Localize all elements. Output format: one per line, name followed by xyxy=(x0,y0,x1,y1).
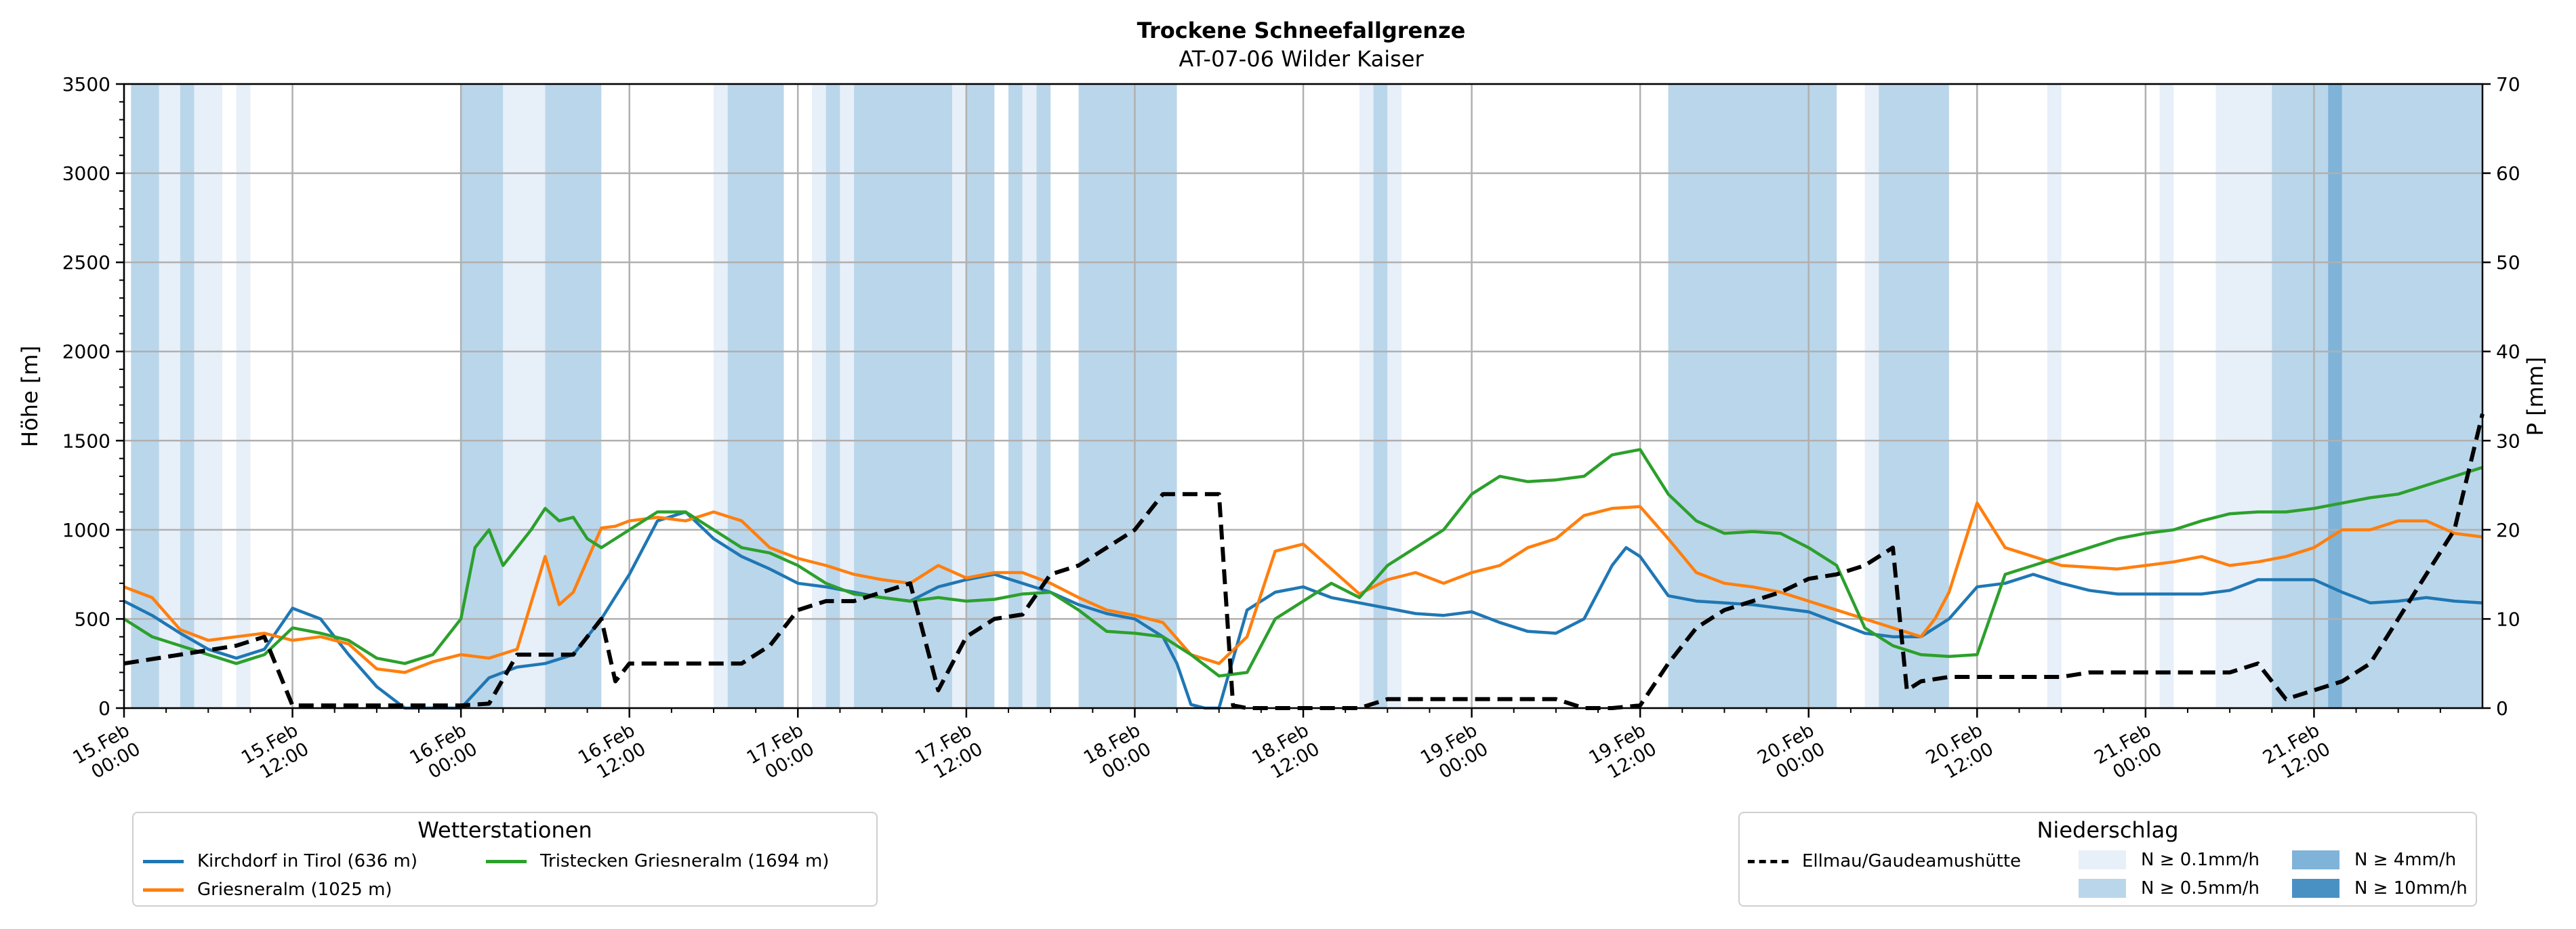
legend-swatch-level-3 xyxy=(2292,879,2339,898)
y-tick-label-right: 40 xyxy=(2496,341,2520,363)
precip-band xyxy=(2342,84,2482,708)
legend-swatch-level-1 xyxy=(2079,879,2126,898)
x-tick-label: 16.Feb12:00 xyxy=(575,720,649,787)
x-tick-label: 18.Feb12:00 xyxy=(1248,720,1323,787)
legend-entry-level-0: N ≥ 0.1mm/h xyxy=(2079,850,2260,870)
x-tick-label: 19.Feb00:00 xyxy=(1417,720,1492,787)
legend-entry-level-1: N ≥ 0.5mm/h xyxy=(2079,878,2260,899)
legend-label-kirchdorf: Kirchdorf in Tirol (636 m) xyxy=(197,851,417,871)
x-tick-label: 20.Feb12:00 xyxy=(1923,720,1997,787)
legend-label-tristecken: Tristecken Griesneralm (1694 m) xyxy=(540,851,830,871)
precip-band xyxy=(180,84,195,708)
stations-legend-title: Wetterstationen xyxy=(417,817,592,843)
precip-band xyxy=(1022,84,1037,708)
precip-band xyxy=(2328,84,2342,708)
legend-entry-level-3: N ≥ 10mm/h xyxy=(2292,878,2468,899)
legend-line-blue xyxy=(143,859,184,863)
y-tick-label-left: 1000 xyxy=(62,519,110,541)
precip-band xyxy=(854,84,953,708)
y-tick-label-right: 50 xyxy=(2496,251,2520,274)
precip-band xyxy=(1879,84,1949,708)
y-tick-label-right: 70 xyxy=(2496,73,2520,96)
precip-band xyxy=(1864,84,1879,708)
precip-band xyxy=(952,84,966,708)
legend-line-black-dashed xyxy=(1748,859,1788,863)
x-tick-label: 17.Feb00:00 xyxy=(743,720,818,787)
axis-ticks: 0 500 1000 1500 2000 2500 3000 3500 0 10 20 30 40 50 6… xyxy=(62,73,2520,787)
x-tick-label: 15.Feb12:00 xyxy=(238,720,312,787)
y-tick-label-left: 0 xyxy=(98,697,110,720)
precip-band xyxy=(131,84,159,708)
precip-band xyxy=(714,84,728,708)
y-tick-label-right: 0 xyxy=(2496,697,2508,720)
legend-entry-level-2: N ≥ 4mm/h xyxy=(2292,850,2456,870)
legend-label-level-1: N ≥ 0.5mm/h xyxy=(2141,878,2260,899)
y-tick-label-right: 60 xyxy=(2496,163,2520,185)
precip-band xyxy=(966,84,995,708)
precip-bands xyxy=(131,84,2482,708)
y-tick-label-left: 2500 xyxy=(62,251,110,274)
precip-band xyxy=(1008,84,1023,708)
precip-band xyxy=(503,84,546,708)
series-lines xyxy=(123,413,2485,710)
legend-label-level-3: N ≥ 10mm/h xyxy=(2354,878,2468,899)
x-tick-label: 17.Feb12:00 xyxy=(912,720,986,787)
legend-label-griesneralm: Griesneralm (1025 m) xyxy=(197,880,392,900)
series-line-1 xyxy=(123,501,2483,674)
legend-swatch-level-2 xyxy=(2292,850,2339,869)
chart-subtitle: AT-07-06 Wilder Kaiser xyxy=(1179,46,1424,72)
x-tick-label: 16.Feb00:00 xyxy=(407,720,481,787)
precip-band xyxy=(840,84,855,708)
legend-entry-kirchdorf: Kirchdorf in Tirol (636 m) xyxy=(143,851,417,871)
legend-entry-griesneralm: Griesneralm (1025 m) xyxy=(143,880,392,900)
precip-band xyxy=(159,84,180,708)
y-tick-label-right: 10 xyxy=(2496,608,2520,630)
precip-band xyxy=(1373,84,1388,708)
precip-band xyxy=(812,84,826,708)
y-tick-label-left: 3500 xyxy=(62,73,110,96)
y-axis-label-left: Höhe [m] xyxy=(17,346,43,447)
legend-line-orange xyxy=(143,888,184,892)
precip-band xyxy=(825,84,840,708)
y-tick-label-left: 1500 xyxy=(62,430,110,452)
legend-label-level-0: N ≥ 0.1mm/h xyxy=(2141,850,2260,870)
precip-band xyxy=(2159,84,2174,708)
stations-legend: Wetterstationen Kirchdorf in Tirol (636 … xyxy=(132,812,878,907)
precip-legend-title: Niederschlag xyxy=(2037,817,2179,843)
y-tick-label-right: 20 xyxy=(2496,519,2520,541)
precip-legend: Niederschlag Ellmau/Gaudeamushütte N ≥ 0… xyxy=(1738,812,2477,907)
precip-band xyxy=(461,84,504,708)
y-tick-label-left: 500 xyxy=(75,608,110,630)
legend-entry-tristecken: Tristecken Griesneralm (1694 m) xyxy=(486,851,829,871)
precip-band xyxy=(2272,84,2329,708)
y-axis-label-right: P [mm] xyxy=(2522,357,2548,436)
y-tick-label-left: 3000 xyxy=(62,163,110,185)
precip-band xyxy=(1036,84,1051,708)
chart-title: Trockene Schneefallgrenze xyxy=(1137,18,1466,43)
series-line-2 xyxy=(123,448,2483,678)
y-tick-label-right: 30 xyxy=(2496,430,2520,452)
x-tick-label: 21.Feb12:00 xyxy=(2260,720,2334,787)
legend-swatch-level-0 xyxy=(2079,850,2126,869)
precip-band xyxy=(1387,84,1402,708)
y-tick-label-left: 2000 xyxy=(62,341,110,363)
x-tick-label: 20.Feb00:00 xyxy=(1754,720,1828,787)
precip-band xyxy=(727,84,784,708)
series-line-0 xyxy=(123,510,2483,710)
precip-band xyxy=(236,84,251,708)
legend-line-green xyxy=(486,859,527,863)
precip-band xyxy=(1359,84,1374,708)
x-tick-label: 19.Feb12:00 xyxy=(1586,720,1660,787)
precip-band xyxy=(194,84,222,708)
x-tick-label: 15.Feb00:00 xyxy=(69,720,144,787)
precip-band xyxy=(2047,84,2062,708)
legend-entry-ellmau: Ellmau/Gaudeamushütte xyxy=(1748,851,2021,871)
legend-label-level-2: N ≥ 4mm/h xyxy=(2354,850,2457,870)
x-tick-label: 18.Feb00:00 xyxy=(1080,720,1155,787)
precip-band xyxy=(2215,84,2272,708)
precip-band xyxy=(545,84,602,708)
legend-label-ellmau: Ellmau/Gaudeamushütte xyxy=(1802,851,2022,871)
x-tick-label: 21.Feb00:00 xyxy=(2091,720,2165,787)
